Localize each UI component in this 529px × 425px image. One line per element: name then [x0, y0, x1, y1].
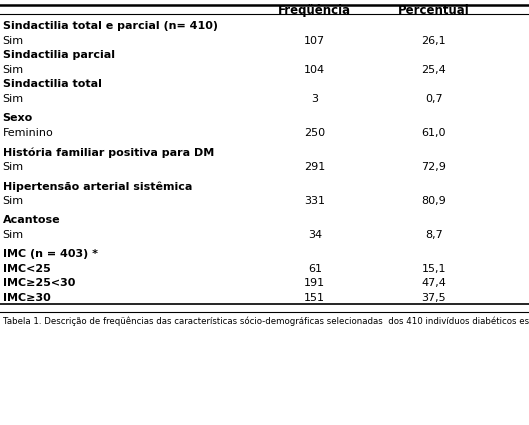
Text: 291: 291 — [304, 162, 325, 172]
Text: 151: 151 — [304, 293, 325, 303]
Text: Sim: Sim — [3, 162, 24, 172]
Text: 80,9: 80,9 — [422, 196, 446, 206]
Text: 72,9: 72,9 — [421, 162, 446, 172]
Text: IMC≥25<30: IMC≥25<30 — [3, 278, 75, 289]
Text: 331: 331 — [304, 196, 325, 206]
Text: Percentual: Percentual — [398, 4, 470, 17]
Text: Sim: Sim — [3, 230, 24, 240]
Text: 250: 250 — [304, 128, 325, 138]
Text: Sindactilia total: Sindactilia total — [3, 79, 102, 89]
Text: 191: 191 — [304, 278, 325, 289]
Text: 34: 34 — [308, 230, 322, 240]
Text: Sindactilia total e parcial (n= 410): Sindactilia total e parcial (n= 410) — [3, 21, 217, 31]
Text: Feminino: Feminino — [3, 128, 53, 138]
Text: Sim: Sim — [3, 196, 24, 206]
Text: 47,4: 47,4 — [421, 278, 446, 289]
Text: 3: 3 — [311, 94, 318, 104]
Text: Freqüência: Freqüência — [278, 4, 351, 17]
Text: IMC≥30: IMC≥30 — [3, 293, 50, 303]
Text: 61,0: 61,0 — [422, 128, 446, 138]
Text: 8,7: 8,7 — [425, 230, 443, 240]
Text: Sim: Sim — [3, 65, 24, 75]
Text: Tabela 1. Descrição de freqüências das características sócio-demográficas seleci: Tabela 1. Descrição de freqüências das c… — [3, 316, 529, 326]
Text: Sindactilia parcial: Sindactilia parcial — [3, 51, 115, 60]
Text: 37,5: 37,5 — [422, 293, 446, 303]
Text: História familiar positiva para DM: História familiar positiva para DM — [3, 147, 214, 158]
Text: 61: 61 — [308, 264, 322, 274]
Text: Sim: Sim — [3, 36, 24, 46]
Text: IMC (n = 403) *: IMC (n = 403) * — [3, 249, 98, 259]
Text: 25,4: 25,4 — [422, 65, 446, 75]
Text: 104: 104 — [304, 65, 325, 75]
Text: Sim: Sim — [3, 94, 24, 104]
Text: 0,7: 0,7 — [425, 94, 443, 104]
Text: 26,1: 26,1 — [422, 36, 446, 46]
Text: Hipertensão arterial sistêmica: Hipertensão arterial sistêmica — [3, 181, 192, 192]
Text: Acantose: Acantose — [3, 215, 60, 225]
Text: 15,1: 15,1 — [422, 264, 446, 274]
Text: IMC<25: IMC<25 — [3, 264, 50, 274]
Text: 107: 107 — [304, 36, 325, 46]
Text: Sexo: Sexo — [3, 113, 33, 123]
